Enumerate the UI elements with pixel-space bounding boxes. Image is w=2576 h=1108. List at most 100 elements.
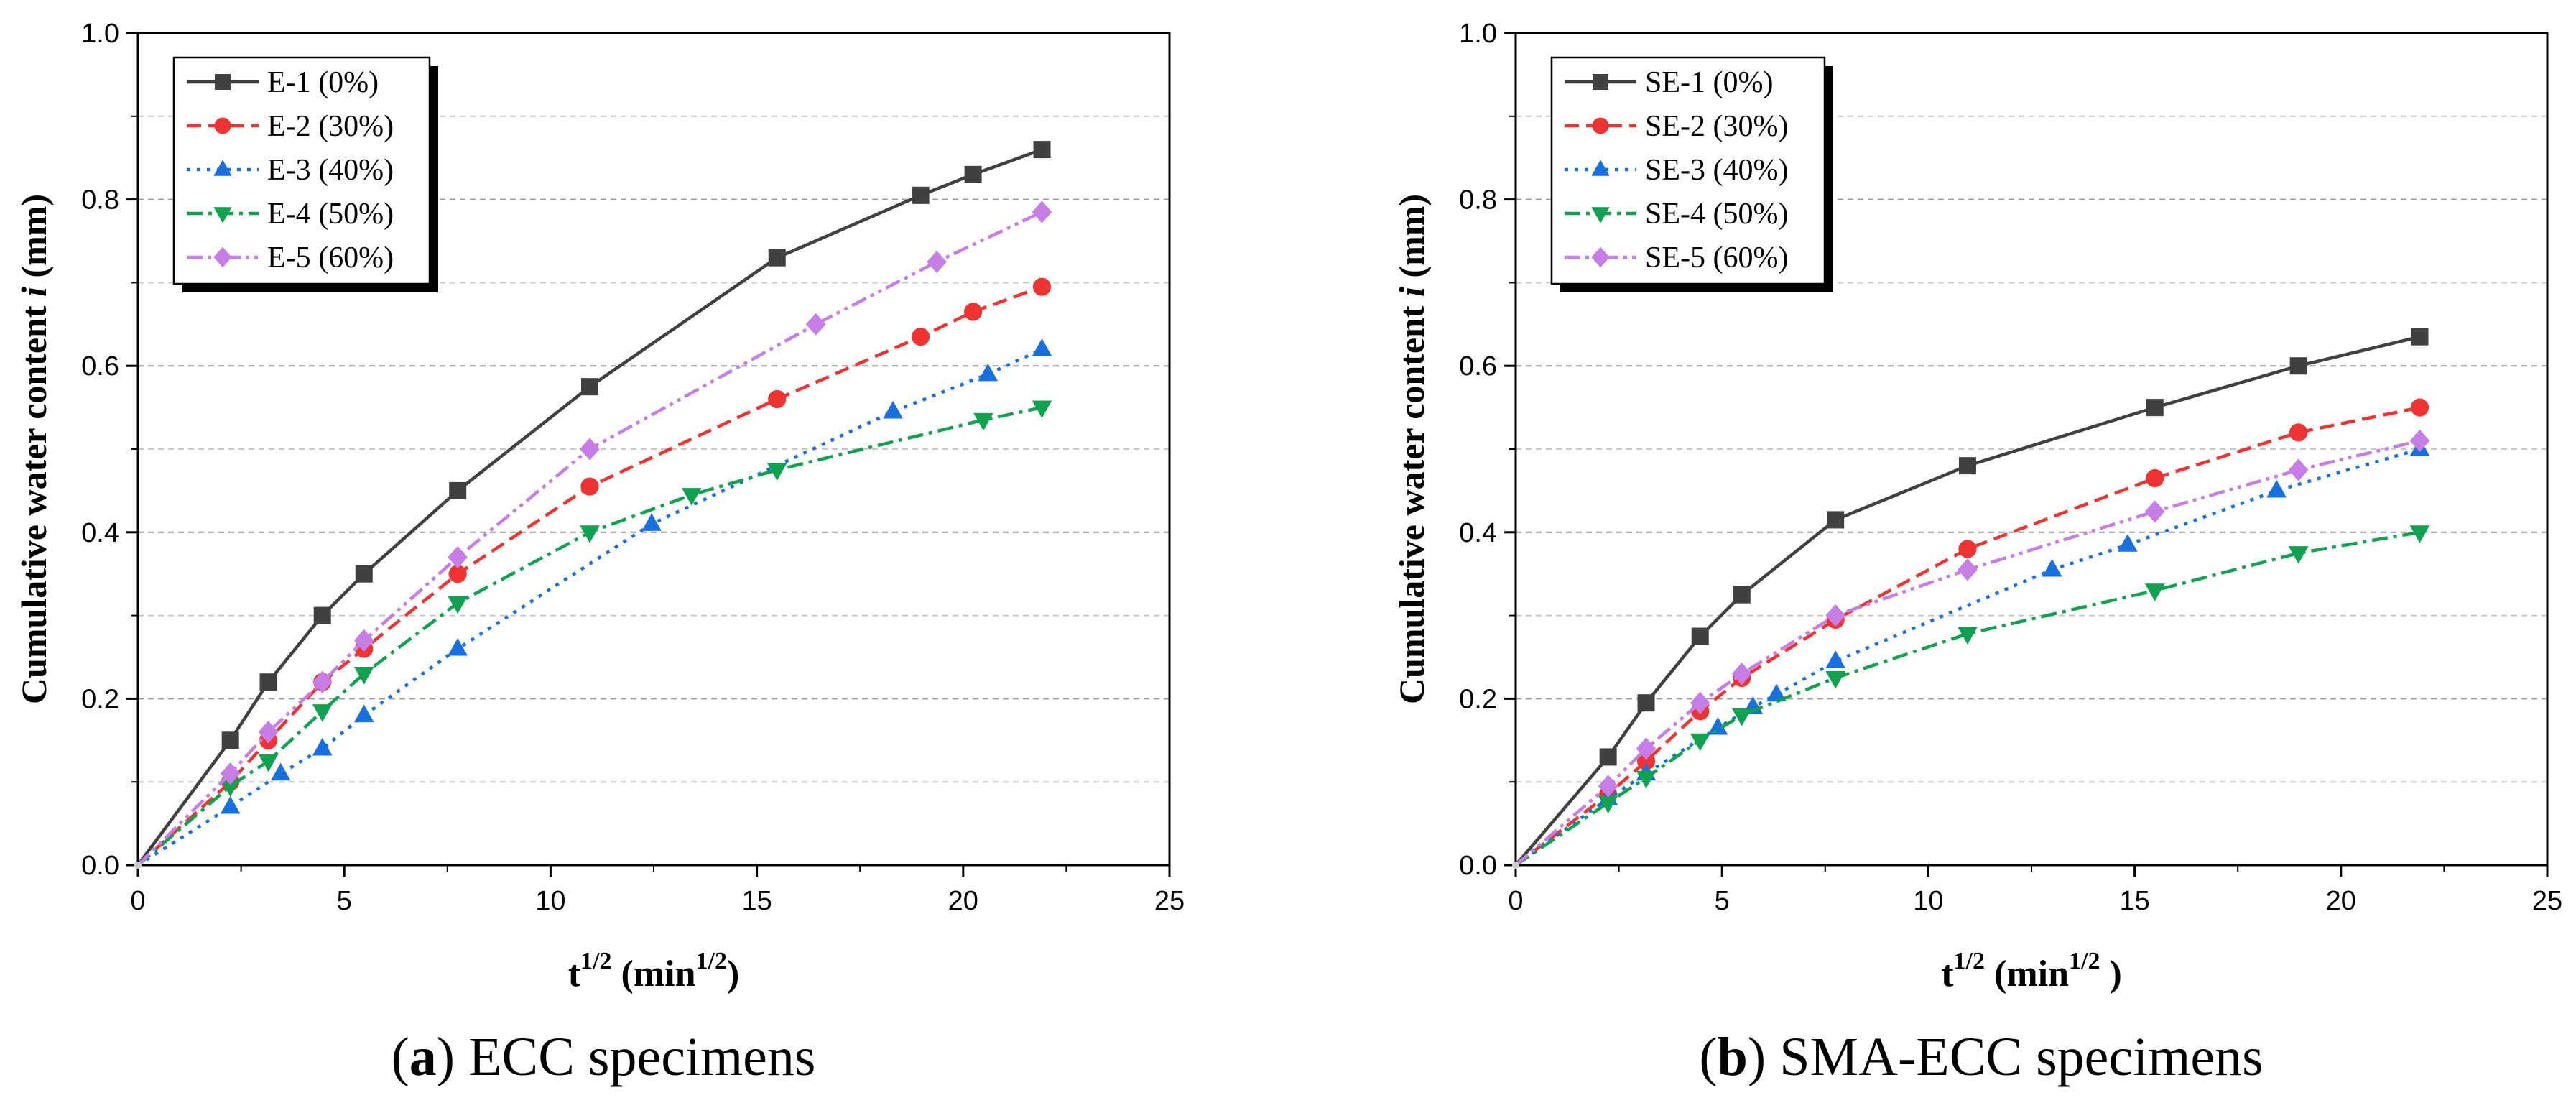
- legend-swatch-marker: [215, 74, 231, 90]
- data-point: [448, 565, 467, 583]
- panel-caption: (a) ECC specimens: [391, 1027, 815, 1087]
- y-tick-label: 0.2: [81, 684, 119, 714]
- data-point: [2146, 468, 2164, 488]
- data-point: [580, 438, 600, 461]
- data-point: [682, 488, 702, 506]
- x-tick-label: 25: [1154, 886, 1185, 916]
- data-point: [1733, 586, 1751, 604]
- data-point: [1958, 558, 1978, 581]
- data-point: [1827, 511, 1845, 529]
- data-point: [1708, 716, 1728, 735]
- x-tick-label: 10: [535, 886, 565, 916]
- data-point: [1690, 691, 1710, 714]
- series-line: [1514, 530, 2420, 867]
- legend-label: E-5 (60%): [267, 241, 394, 274]
- data-point: [1598, 795, 1618, 814]
- origin-point: [1512, 862, 1519, 869]
- legend-label: SE-1 (0%): [1645, 66, 1773, 99]
- chart-panel-a: 0 5 10 15 20 25 0.0 0.2 0.4 0.6 0.8 1.0 E-1 (0%) E-2 …: [14, 19, 1185, 1087]
- data-point: [258, 754, 279, 772]
- data-point: [1032, 400, 1052, 419]
- series-E-4: [134, 400, 1052, 869]
- data-point: [1033, 141, 1051, 159]
- data-point: [805, 313, 826, 336]
- data-point: [580, 477, 599, 496]
- data-point: [353, 667, 374, 685]
- series-SE-2: [1512, 398, 2429, 869]
- data-point: [220, 762, 241, 785]
- data-point: [258, 721, 279, 744]
- x-tick-label: 5: [337, 886, 352, 916]
- series-line: [1514, 405, 2420, 867]
- data-point: [220, 779, 241, 797]
- series-line: [136, 210, 1043, 867]
- y-tick-label: 1.0: [1459, 19, 1497, 49]
- data-point: [1958, 627, 1978, 645]
- data-point: [2409, 429, 2430, 453]
- panel-caption: (b) SMA-ECC specimens: [1699, 1027, 2263, 1087]
- data-point: [1637, 694, 1655, 712]
- x-tick-label: 20: [948, 886, 978, 916]
- legend-swatch-marker: [213, 207, 232, 223]
- data-point: [1598, 775, 1618, 798]
- legend-swatch-marker: [214, 117, 231, 134]
- legend-swatch-marker: [213, 160, 232, 176]
- y-tick-label: 0.0: [1459, 851, 1497, 881]
- data-point: [313, 606, 331, 624]
- origin-point: [134, 862, 142, 869]
- data-point: [2144, 500, 2165, 523]
- data-point: [355, 565, 373, 583]
- data-point: [1636, 737, 1657, 760]
- legend-label: SE-3 (40%): [1645, 154, 1788, 187]
- data-point: [2042, 558, 2062, 577]
- series-line: [1514, 335, 2421, 867]
- y-axis-label: Cumulative water content i (mm): [1391, 194, 1432, 704]
- data-point: [1958, 540, 1977, 558]
- x-tick-label: 0: [1508, 886, 1523, 916]
- data-point: [1766, 683, 1787, 702]
- y-tick-label: 0.8: [81, 185, 119, 216]
- data-point: [2289, 357, 2307, 375]
- data-point: [2118, 534, 2138, 552]
- data-point: [1690, 733, 1710, 752]
- data-point: [768, 389, 787, 409]
- y-tick-label: 0.8: [1459, 185, 1497, 216]
- data-point: [973, 412, 993, 431]
- data-point: [978, 363, 999, 382]
- data-point: [353, 629, 374, 652]
- x-axis-label: t1/2 (min1/2): [568, 948, 740, 994]
- x-tick-label: 15: [741, 886, 772, 916]
- data-point: [448, 545, 468, 569]
- data-point: [1825, 670, 1845, 689]
- legend-swatch-marker: [1591, 207, 1610, 223]
- data-point: [912, 186, 930, 204]
- legend: SE-1 (0%) SE-2 (30%) SE-3 (40%) SE-4 (50%) S…: [1550, 56, 1833, 292]
- y-tick-label: 0.2: [1459, 684, 1497, 714]
- data-point: [766, 463, 787, 481]
- x-tick-label: 15: [2119, 886, 2149, 916]
- data-point: [883, 400, 903, 419]
- legend-swatch-marker: [1591, 160, 1610, 176]
- data-point: [768, 249, 786, 267]
- data-point: [963, 303, 983, 321]
- data-point: [2410, 398, 2429, 417]
- x-tick-label: 0: [130, 886, 145, 916]
- series-E-3: [134, 338, 1052, 869]
- y-tick-label: 0.4: [1459, 518, 1497, 548]
- data-point: [312, 670, 333, 693]
- legend: E-1 (0%) E-2 (30%) E-3 (40%) E-4 (50%) E-5 (…: [172, 56, 438, 292]
- data-point: [220, 795, 241, 814]
- x-tick-label: 20: [2326, 886, 2356, 916]
- data-point: [2146, 399, 2164, 417]
- legend-label: E-4 (50%): [267, 198, 394, 231]
- data-point: [1599, 748, 1617, 766]
- data-point: [221, 731, 239, 749]
- y-tick-label: 0.4: [81, 518, 119, 548]
- data-point: [2288, 458, 2309, 481]
- series-SE-1: [1512, 328, 2429, 869]
- legend-swatch-marker: [1592, 117, 1609, 134]
- y-tick-label: 0.6: [1459, 351, 1497, 382]
- x-tick-label: 10: [1913, 886, 1943, 916]
- data-point: [2409, 525, 2430, 543]
- data-point: [2144, 583, 2165, 601]
